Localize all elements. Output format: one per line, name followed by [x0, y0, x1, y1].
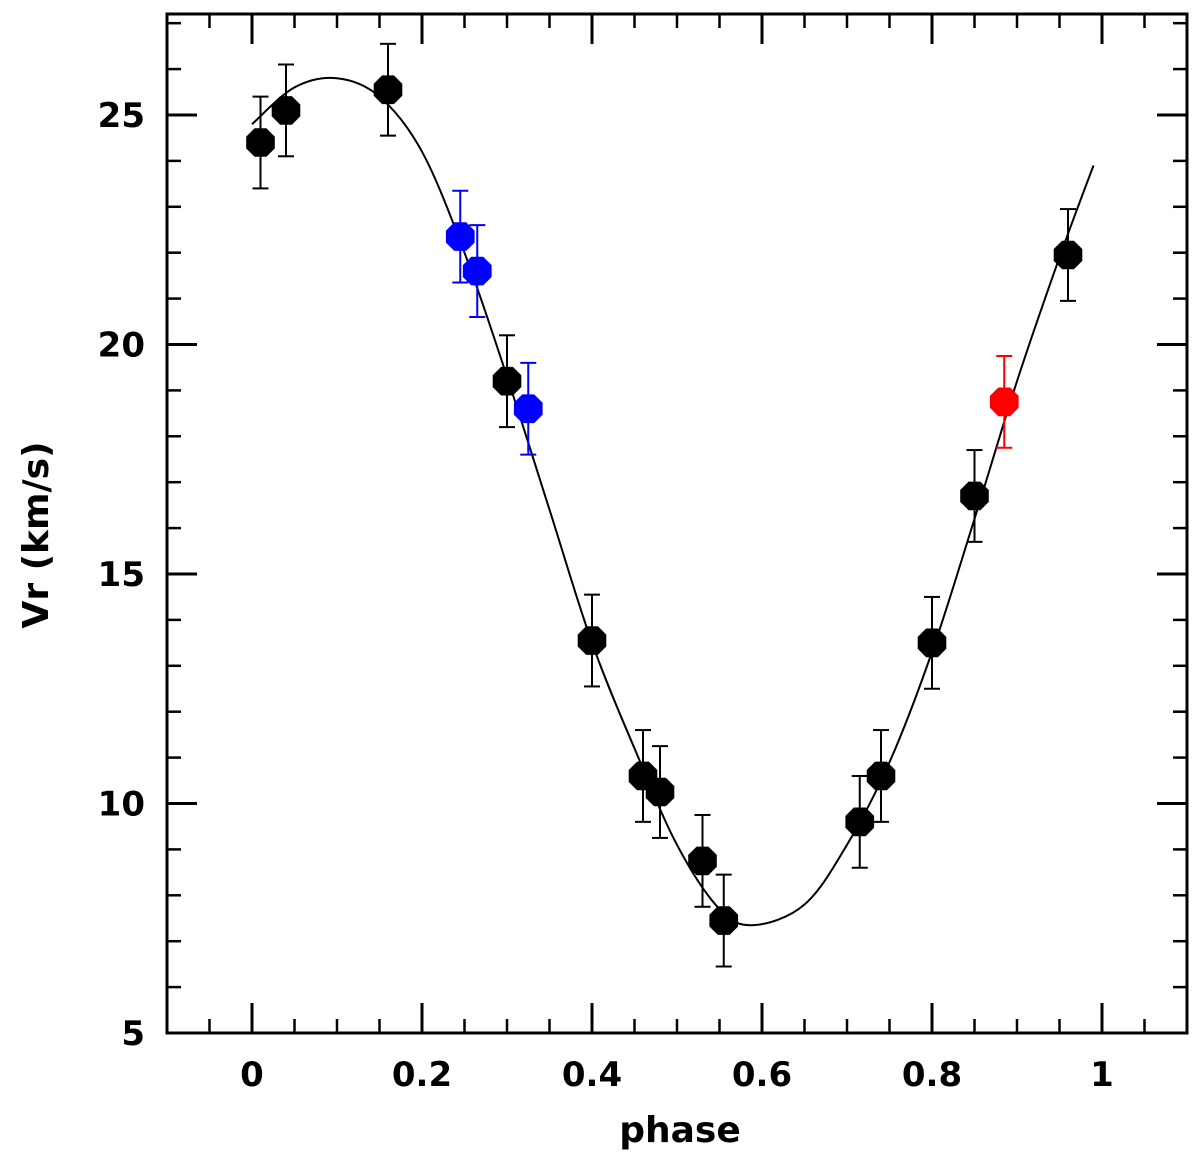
data-point-blue	[462, 256, 492, 286]
data-point-black	[960, 481, 989, 511]
data-point-black	[271, 96, 301, 125]
data-point-black	[1053, 240, 1083, 270]
x-tick-label: 0.8	[902, 1055, 962, 1095]
x-tick-label: 0	[240, 1055, 264, 1095]
data-point-black	[709, 906, 739, 935]
x-axis-label: phase	[619, 1110, 741, 1151]
data-point-black	[866, 761, 896, 791]
y-tick-label: 20	[98, 325, 145, 365]
x-tick-label: 0.6	[732, 1055, 792, 1095]
data-point-red	[989, 387, 1019, 417]
major-ticks	[167, 14, 1187, 1035]
data-point-blue	[513, 394, 543, 424]
data-point-black	[645, 777, 675, 807]
data-points	[246, 75, 1083, 935]
x-tick-label: 0.2	[392, 1055, 452, 1095]
data-point-black	[917, 628, 947, 658]
minor-ticks	[167, 14, 1187, 1033]
data-point-black	[373, 75, 403, 105]
data-point-black	[246, 128, 275, 157]
y-tick-label: 5	[121, 1014, 145, 1054]
data-point-black	[845, 807, 875, 837]
x-tick-label: 1	[1090, 1055, 1114, 1095]
data-point-blue	[445, 222, 475, 251]
y-tick-label: 15	[98, 555, 145, 595]
y-axis-label: Vr (km/s)	[16, 441, 57, 628]
data-point-black	[577, 626, 607, 655]
x-tick-label: 0.4	[562, 1055, 622, 1095]
data-point-black	[492, 366, 522, 396]
error-bars	[252, 42, 1076, 968]
x-tick-labels: 0 0.2 0.4 0.6 0.8 1	[240, 1055, 1114, 1095]
y-tick-labels: 5 10 15 20 25	[98, 96, 145, 1054]
data-point-black	[688, 846, 717, 876]
plot-frame	[165, 12, 1189, 1035]
y-tick-label: 25	[98, 96, 145, 136]
y-tick-label: 10	[98, 784, 145, 824]
